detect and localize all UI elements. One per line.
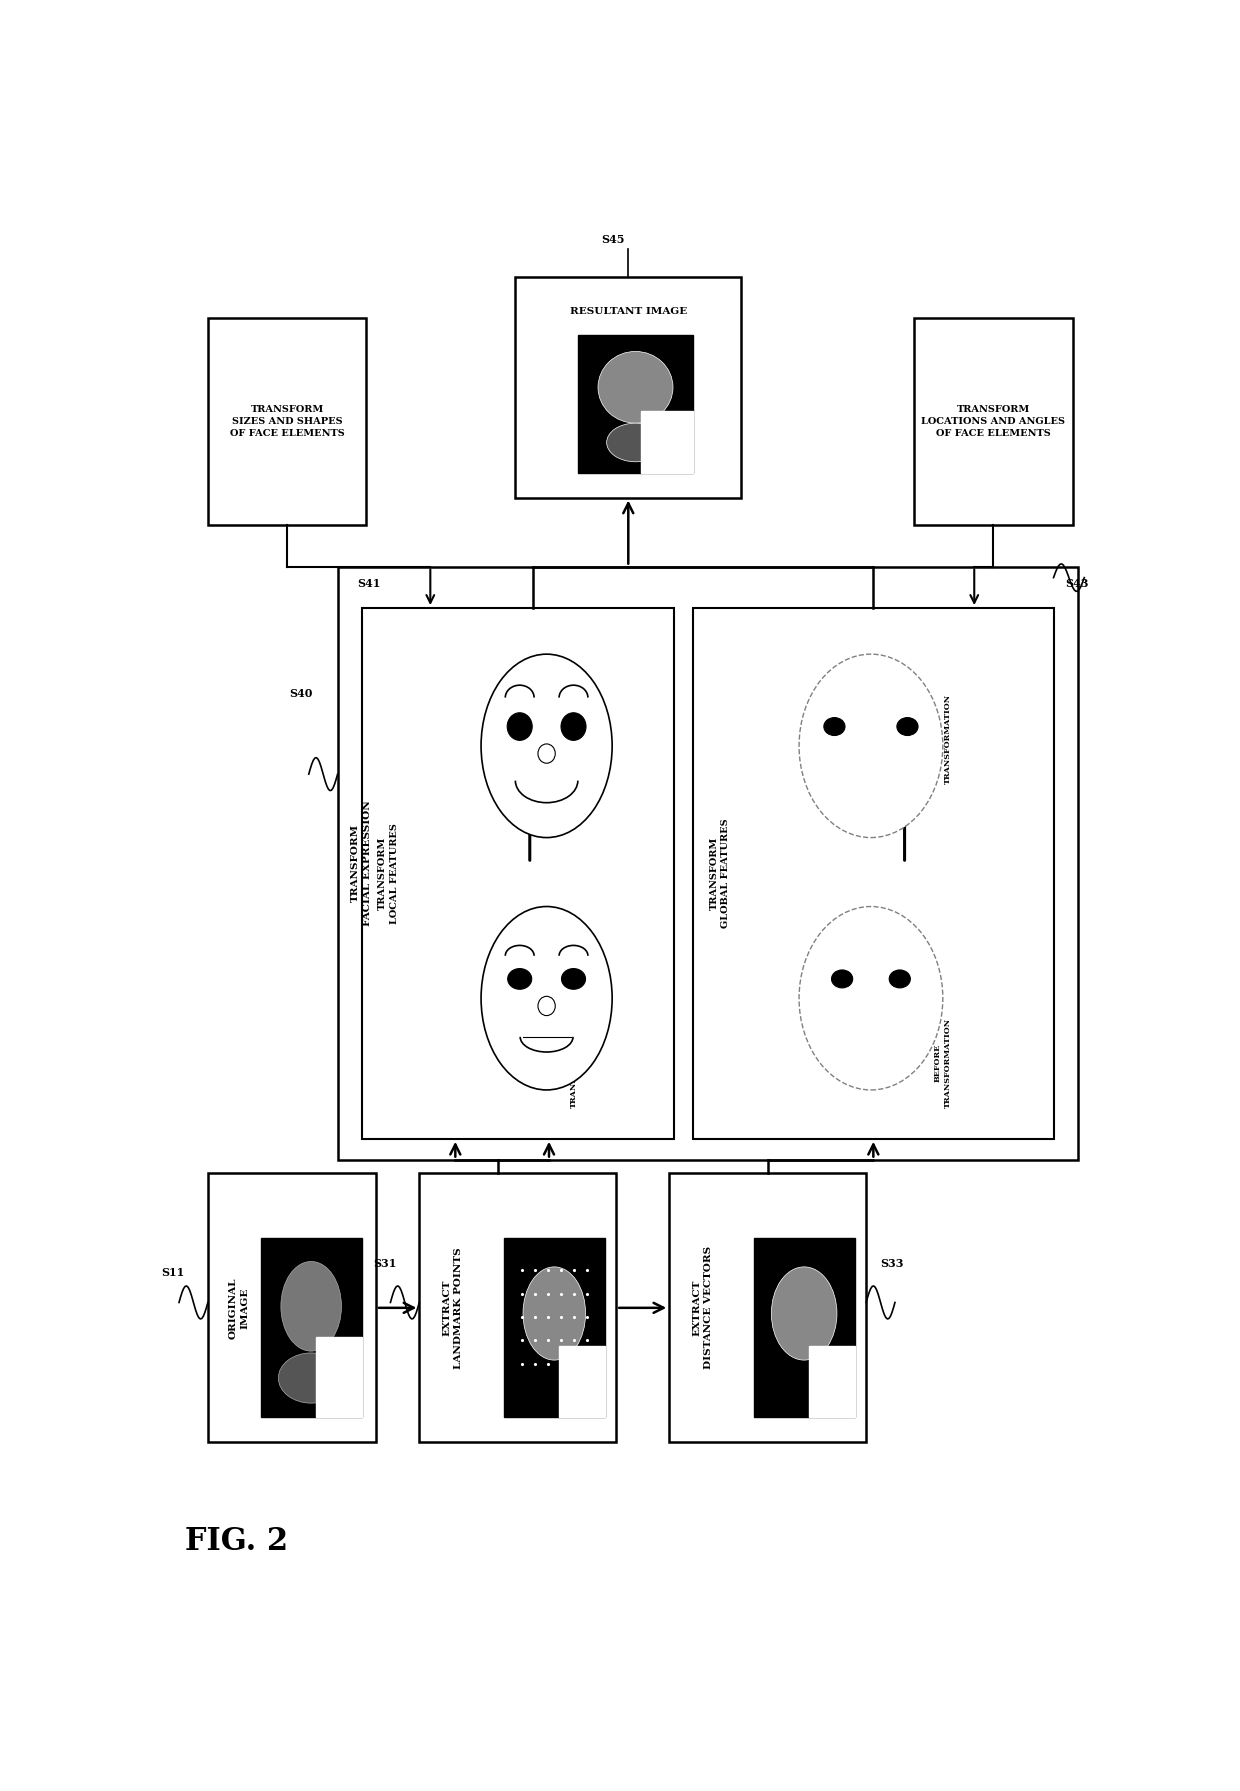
Bar — [578, 335, 693, 473]
Text: S33: S33 — [880, 1259, 904, 1270]
Text: TRANSFORM
LOCATIONS AND ANGLES
OF FACE ELEMENTS: TRANSFORM LOCATIONS AND ANGLES OF FACE E… — [921, 405, 1065, 439]
Text: EXTRACT
DISTANCE VECTORS: EXTRACT DISTANCE VECTORS — [692, 1247, 713, 1370]
Text: AFTER
TRANSFORMATION: AFTER TRANSFORMATION — [559, 707, 578, 797]
Text: S40: S40 — [290, 688, 312, 698]
Bar — [362, 607, 675, 1139]
Bar — [670, 1173, 866, 1442]
Text: ORIGINAL
IMAGE: ORIGINAL IMAGE — [228, 1277, 249, 1338]
Ellipse shape — [560, 713, 587, 740]
Bar — [754, 1238, 854, 1417]
Ellipse shape — [281, 1261, 341, 1350]
Ellipse shape — [523, 1266, 585, 1359]
Ellipse shape — [897, 718, 918, 736]
Bar — [316, 1336, 362, 1417]
Bar — [559, 1345, 605, 1417]
Ellipse shape — [799, 906, 942, 1091]
Text: TRANSFORM
FACIAL EXPRESSION: TRANSFORM FACIAL EXPRESSION — [351, 801, 372, 926]
Bar — [503, 1238, 605, 1417]
Text: TRANSFORM
SIZES AND SHAPES
OF FACE ELEMENTS: TRANSFORM SIZES AND SHAPES OF FACE ELEME… — [229, 405, 345, 439]
Bar — [260, 1238, 362, 1417]
Ellipse shape — [562, 969, 585, 989]
Bar — [914, 319, 1073, 525]
Text: EXTRACT
LANDMARK POINTS: EXTRACT LANDMARK POINTS — [443, 1247, 464, 1368]
Text: S45: S45 — [601, 233, 625, 245]
Ellipse shape — [278, 1352, 343, 1402]
Bar — [810, 1345, 854, 1417]
Ellipse shape — [771, 1266, 837, 1359]
Text: S43: S43 — [1065, 578, 1089, 589]
Ellipse shape — [606, 423, 665, 462]
Text: BEFORE
TRANSFORMATION: BEFORE TRANSFORMATION — [559, 1017, 578, 1109]
Bar — [208, 1173, 376, 1442]
Ellipse shape — [598, 351, 673, 423]
Text: S11: S11 — [161, 1266, 185, 1277]
Ellipse shape — [823, 718, 844, 736]
Ellipse shape — [481, 654, 613, 838]
Ellipse shape — [481, 906, 613, 1091]
Ellipse shape — [832, 971, 853, 989]
Text: FIG. 2: FIG. 2 — [185, 1526, 288, 1556]
Text: S41: S41 — [357, 578, 381, 589]
Ellipse shape — [507, 969, 532, 989]
Bar — [693, 607, 1054, 1139]
Text: S31: S31 — [373, 1259, 397, 1270]
Ellipse shape — [799, 654, 942, 838]
Ellipse shape — [889, 971, 910, 989]
Bar — [208, 319, 367, 525]
Bar — [516, 278, 742, 498]
Bar — [641, 410, 693, 473]
Text: BEFORE
TRANSFORMATION: BEFORE TRANSFORMATION — [934, 1017, 952, 1109]
Text: AFTER
TRANSFORMATION: AFTER TRANSFORMATION — [934, 693, 952, 784]
Ellipse shape — [507, 713, 532, 740]
Text: RESULTANT IMAGE: RESULTANT IMAGE — [569, 306, 687, 315]
Bar — [419, 1173, 616, 1442]
Text: TRANSFORM
GLOBAL FEATURES: TRANSFORM GLOBAL FEATURES — [709, 818, 730, 928]
Bar — [337, 566, 1078, 1159]
Text: TRANSFORM
LOCAL FEATURES: TRANSFORM LOCAL FEATURES — [378, 824, 399, 924]
